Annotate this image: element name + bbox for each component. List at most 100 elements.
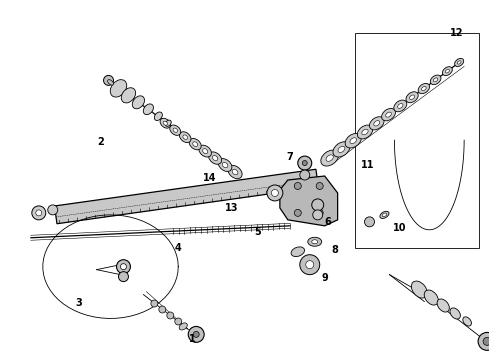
Circle shape	[313, 210, 323, 220]
Text: 7: 7	[287, 152, 293, 162]
Circle shape	[36, 210, 42, 216]
Polygon shape	[280, 176, 338, 226]
Ellipse shape	[410, 95, 415, 99]
Circle shape	[271, 189, 278, 197]
Ellipse shape	[411, 281, 427, 298]
Ellipse shape	[406, 92, 418, 103]
Circle shape	[316, 210, 323, 216]
Ellipse shape	[228, 165, 242, 179]
Ellipse shape	[193, 142, 197, 147]
Ellipse shape	[121, 88, 136, 103]
Ellipse shape	[424, 290, 439, 305]
Polygon shape	[54, 169, 318, 224]
Ellipse shape	[457, 61, 461, 64]
Ellipse shape	[362, 129, 368, 135]
Ellipse shape	[421, 86, 426, 91]
Ellipse shape	[382, 108, 395, 121]
Ellipse shape	[213, 156, 218, 161]
Circle shape	[302, 161, 307, 166]
Ellipse shape	[350, 138, 357, 144]
Ellipse shape	[326, 155, 333, 161]
Ellipse shape	[163, 121, 168, 125]
Ellipse shape	[209, 152, 221, 164]
Ellipse shape	[160, 118, 171, 128]
Circle shape	[151, 300, 158, 307]
Ellipse shape	[173, 128, 177, 132]
Ellipse shape	[202, 149, 208, 154]
Ellipse shape	[222, 162, 228, 168]
Circle shape	[119, 272, 128, 282]
Circle shape	[267, 185, 283, 201]
Ellipse shape	[394, 100, 407, 112]
Circle shape	[117, 260, 130, 274]
Text: 6: 6	[324, 217, 331, 227]
Ellipse shape	[345, 134, 361, 148]
Ellipse shape	[442, 67, 452, 76]
Circle shape	[159, 306, 166, 313]
Text: 12: 12	[450, 28, 464, 37]
Ellipse shape	[357, 125, 373, 139]
Circle shape	[306, 261, 314, 269]
Text: 9: 9	[321, 273, 328, 283]
Ellipse shape	[110, 80, 127, 97]
Circle shape	[316, 183, 323, 189]
Ellipse shape	[437, 299, 449, 312]
Circle shape	[365, 217, 374, 227]
Circle shape	[121, 264, 126, 270]
Ellipse shape	[455, 58, 464, 67]
Ellipse shape	[143, 104, 153, 114]
Ellipse shape	[189, 139, 201, 150]
Ellipse shape	[165, 120, 171, 126]
Circle shape	[300, 255, 319, 275]
Ellipse shape	[183, 135, 188, 139]
Circle shape	[478, 332, 490, 350]
Text: 13: 13	[225, 203, 239, 213]
Ellipse shape	[308, 237, 322, 246]
Text: 3: 3	[75, 297, 82, 307]
Circle shape	[175, 318, 182, 325]
Ellipse shape	[418, 84, 430, 94]
Ellipse shape	[338, 146, 345, 153]
Ellipse shape	[445, 69, 449, 73]
Text: 2: 2	[97, 137, 104, 147]
Text: 5: 5	[255, 227, 261, 237]
Ellipse shape	[369, 117, 384, 130]
Text: 4: 4	[175, 243, 182, 253]
Ellipse shape	[380, 211, 389, 219]
Ellipse shape	[463, 317, 471, 326]
Ellipse shape	[179, 323, 187, 330]
Ellipse shape	[132, 96, 145, 109]
Text: 1: 1	[189, 334, 196, 345]
Ellipse shape	[430, 75, 441, 85]
Circle shape	[300, 170, 310, 180]
Ellipse shape	[108, 80, 114, 85]
Ellipse shape	[374, 121, 380, 126]
Text: 10: 10	[392, 223, 406, 233]
Circle shape	[312, 199, 324, 211]
Ellipse shape	[154, 112, 162, 121]
Circle shape	[32, 206, 46, 220]
Ellipse shape	[434, 78, 438, 82]
Ellipse shape	[179, 132, 191, 143]
Ellipse shape	[386, 112, 392, 117]
Text: 14: 14	[203, 173, 217, 183]
Ellipse shape	[218, 159, 232, 171]
Text: 8: 8	[331, 245, 338, 255]
Ellipse shape	[199, 145, 212, 157]
Circle shape	[193, 332, 199, 337]
Ellipse shape	[232, 169, 238, 175]
Circle shape	[103, 75, 114, 85]
Ellipse shape	[398, 104, 403, 108]
Text: 11: 11	[361, 160, 374, 170]
Ellipse shape	[450, 308, 461, 319]
Circle shape	[298, 156, 312, 170]
Circle shape	[167, 312, 174, 319]
Circle shape	[294, 210, 301, 216]
Ellipse shape	[321, 150, 339, 166]
Circle shape	[294, 183, 301, 189]
Ellipse shape	[291, 247, 304, 257]
Circle shape	[188, 327, 204, 342]
Circle shape	[48, 205, 58, 215]
Circle shape	[483, 337, 490, 345]
Ellipse shape	[333, 142, 350, 157]
